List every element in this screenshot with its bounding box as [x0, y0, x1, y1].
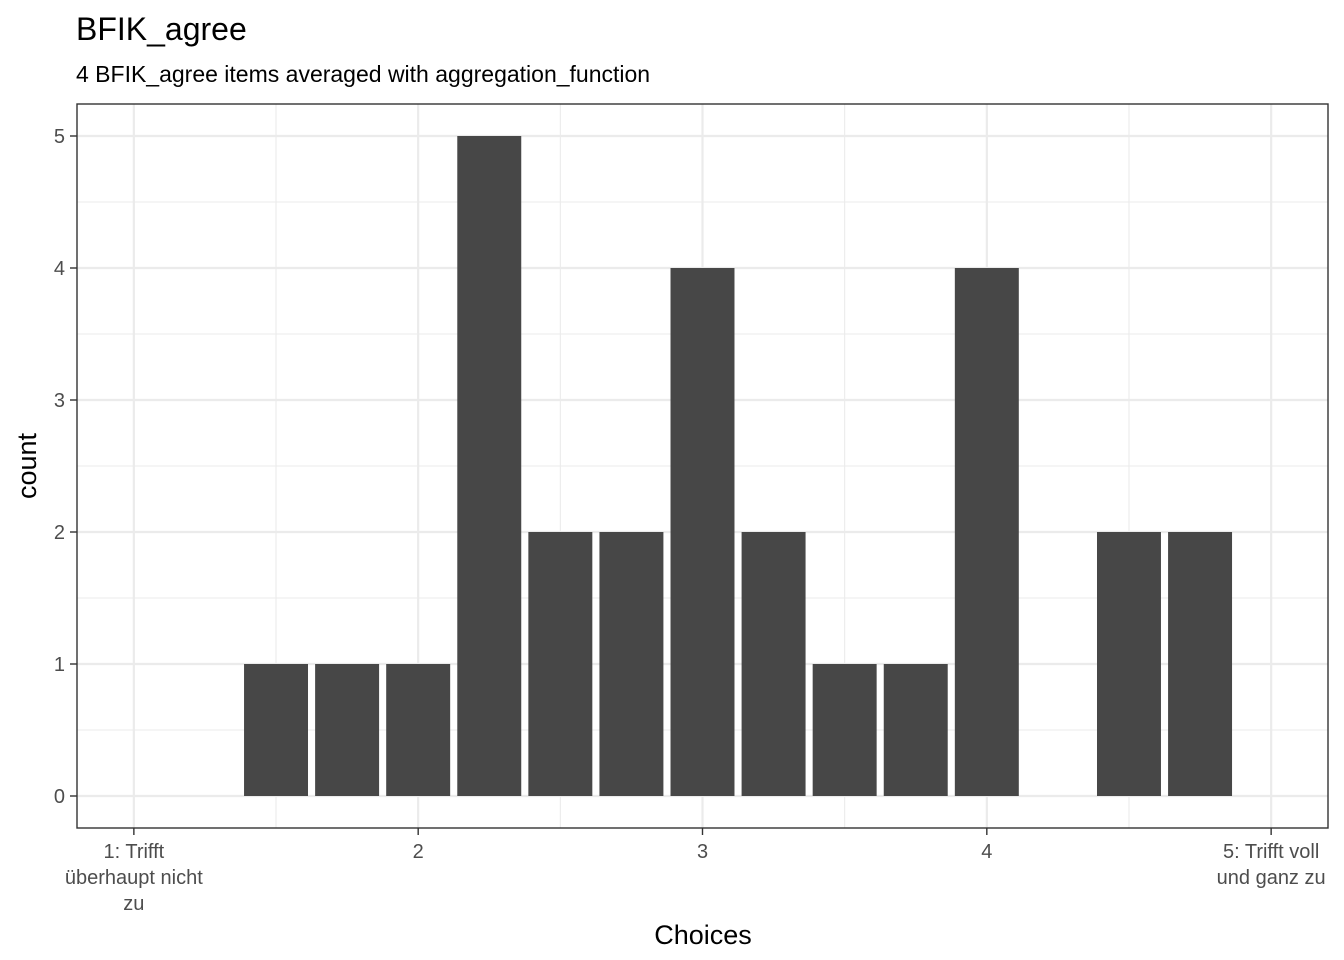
histogram-bar: [812, 664, 877, 796]
y-tick-label: 1: [54, 654, 65, 676]
histogram-bar: [1096, 532, 1161, 796]
bars-group: [244, 136, 1233, 796]
histogram-bar: [1168, 532, 1233, 796]
histogram-bar: [315, 664, 380, 796]
histogram-bar: [528, 532, 593, 796]
chart-title: BFIK_agree: [76, 11, 247, 47]
y-tick-label: 2: [54, 522, 65, 544]
x-tick-label: 2: [413, 841, 424, 863]
y-tick-label: 4: [54, 258, 65, 280]
histogram-bar: [599, 532, 664, 796]
x-axis: 1: Trifft überhaupt nicht zu 2 3 4 5: Trifft v…: [65, 828, 1326, 915]
y-tick-label: 5: [54, 126, 65, 148]
histogram-bar: [954, 268, 1019, 796]
y-tick-label: 0: [54, 786, 65, 808]
x-axis-title: Choices: [654, 920, 752, 950]
x-tick-label: 4: [981, 841, 992, 863]
histogram-bar: [741, 532, 806, 796]
histogram-bar: [244, 664, 309, 796]
y-axis-title: count: [12, 432, 42, 499]
x-tick-label: 5: Trifft voll und ganz zu: [1217, 841, 1326, 889]
histogram-bar: [457, 136, 522, 796]
histogram-bar: [883, 664, 948, 796]
y-tick-label: 3: [54, 390, 65, 412]
y-axis: 0 1 2 3 4 5: [54, 126, 77, 808]
histogram-bar: [670, 268, 735, 796]
x-tick-label: 1: Trifft überhaupt nicht zu: [65, 841, 203, 915]
histogram-bar: [386, 664, 451, 796]
x-tick-label: 3: [697, 841, 708, 863]
chart-subtitle: 4 BFIK_agree items averaged with aggrega…: [76, 61, 650, 87]
